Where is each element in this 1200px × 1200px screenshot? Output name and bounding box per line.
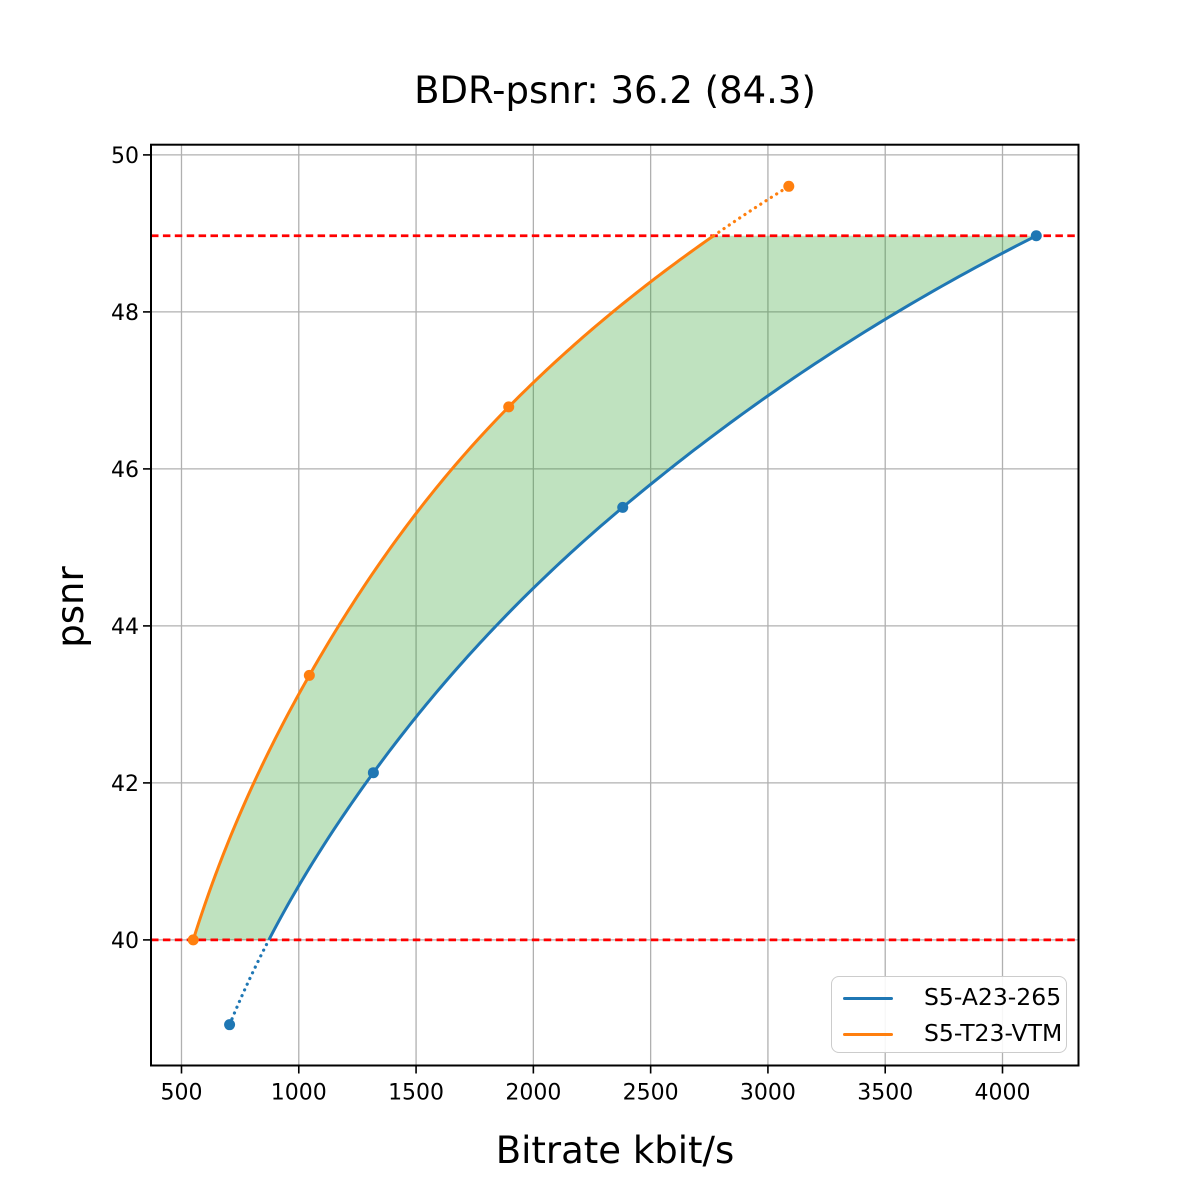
legend-item: S5-T23-VTM [832,1016,1066,1052]
data-point-marker [503,401,515,413]
y-tick-label: 42 [111,772,139,797]
ticks-and-labels: 500 1000 1500 2000 2500 3000 3500 4000 40 42 44 46 4… [111,144,1030,1106]
chart-title: BDR-psnr: 36.2 (84.3) [414,69,816,112]
x-tick-label: 500 [160,1081,202,1106]
curve-dotted [712,184,791,238]
data-point-marker [187,934,199,946]
data-point-marker [617,501,629,513]
x-tick-label: 4000 [974,1081,1030,1106]
legend-label: S5-T23-VTM [924,1019,1063,1048]
legend-line-sample [843,996,893,1000]
x-tick-label: 3000 [740,1081,796,1106]
y-tick-label: 44 [111,615,139,640]
curve-solid [191,234,715,941]
data-point-marker [367,767,379,779]
curve-solid [267,234,1037,941]
legend-line-sample [843,1032,893,1036]
data-point-marker [783,180,795,192]
axes-spines [150,143,1080,1067]
y-axis-label-text: psnr [49,566,92,648]
legend-label: S5-A23-265 [924,983,1062,1012]
y-tick-label: 50 [111,144,139,169]
data-point-marker [303,669,315,681]
y-tick-label: 46 [111,458,139,483]
y-tick-label: 40 [111,929,139,954]
x-tick-label: 1500 [388,1081,444,1106]
legend-item: S5-A23-265 [832,980,1066,1016]
x-tick-label: 2500 [623,1081,679,1106]
x-tick-label: 2000 [505,1081,561,1106]
bd-shaded-area [193,235,1037,940]
data-point-marker [1030,230,1042,242]
x-tick-label: 1000 [271,1081,327,1106]
legend: S5-A23-265 S5-T23-VTM [831,976,1067,1053]
series-S5-T23-VTM [187,180,795,946]
data-point-marker [224,1019,236,1031]
curve-dotted [227,938,271,1027]
x-tick-label: 3500 [857,1081,913,1106]
y-tick-label: 48 [111,301,139,326]
series-S5-A23-265 [224,230,1042,1031]
x-axis-label: Bitrate kbit/s [495,1129,735,1172]
